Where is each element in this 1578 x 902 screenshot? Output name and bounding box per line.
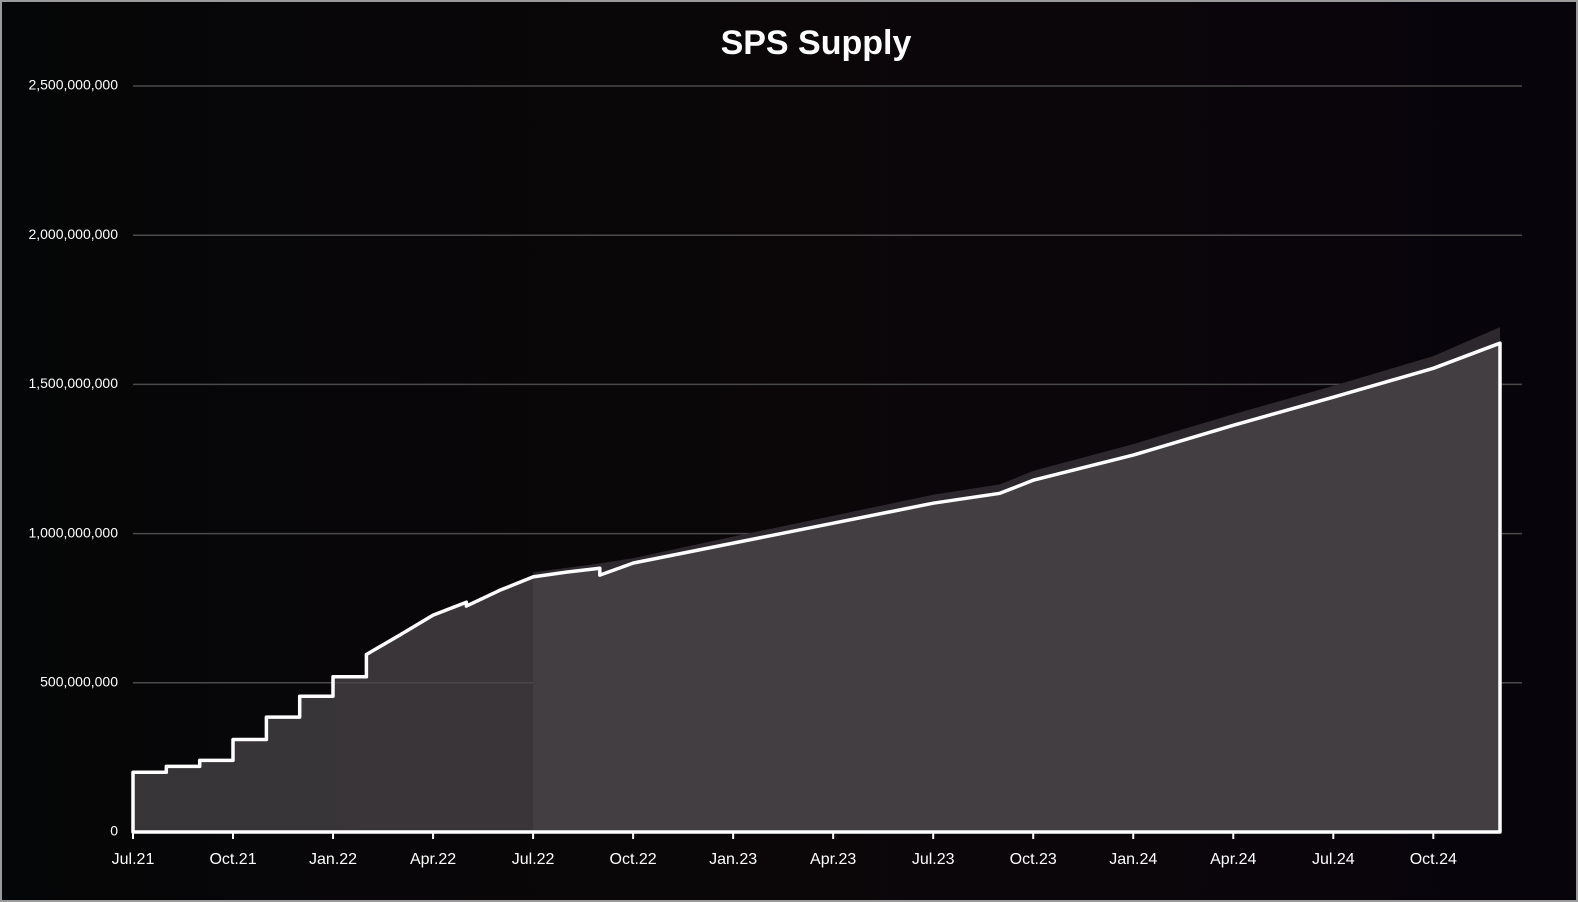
y-tick-label: 1,000,000,000 — [28, 524, 118, 540]
x-tick-label: Apr.22 — [410, 851, 456, 868]
x-tick-label: Jan.24 — [1109, 851, 1157, 868]
x-tick-label: Apr.23 — [810, 851, 856, 868]
chart-title: SPS Supply — [721, 24, 912, 62]
x-tick-label: Jul.23 — [912, 851, 955, 868]
x-tick-label: Jan.22 — [309, 851, 357, 868]
x-tick-label: Oct.22 — [610, 851, 657, 868]
x-tick-label: Jul.22 — [512, 851, 555, 868]
x-tick-label: Oct.24 — [1410, 851, 1457, 868]
y-tick-label: 1,500,000,000 — [28, 375, 118, 391]
y-tick-label: 2,500,000,000 — [28, 77, 118, 93]
x-tick-label: Jan.23 — [709, 851, 757, 868]
x-tick-label: Apr.24 — [1210, 851, 1256, 868]
x-tick-label: Oct.23 — [1010, 851, 1057, 868]
x-tick-label: Jul.21 — [112, 851, 155, 868]
y-tick-label: 500,000,000 — [40, 674, 118, 690]
area-line — [131, 341, 1502, 834]
area-fill — [133, 343, 1500, 832]
y-tick-label: 0 — [110, 823, 118, 839]
x-tick-label: Jul.24 — [1312, 851, 1355, 868]
y-tick-label: 2,000,000,000 — [28, 226, 118, 242]
x-tick-label: Oct.21 — [209, 851, 256, 868]
